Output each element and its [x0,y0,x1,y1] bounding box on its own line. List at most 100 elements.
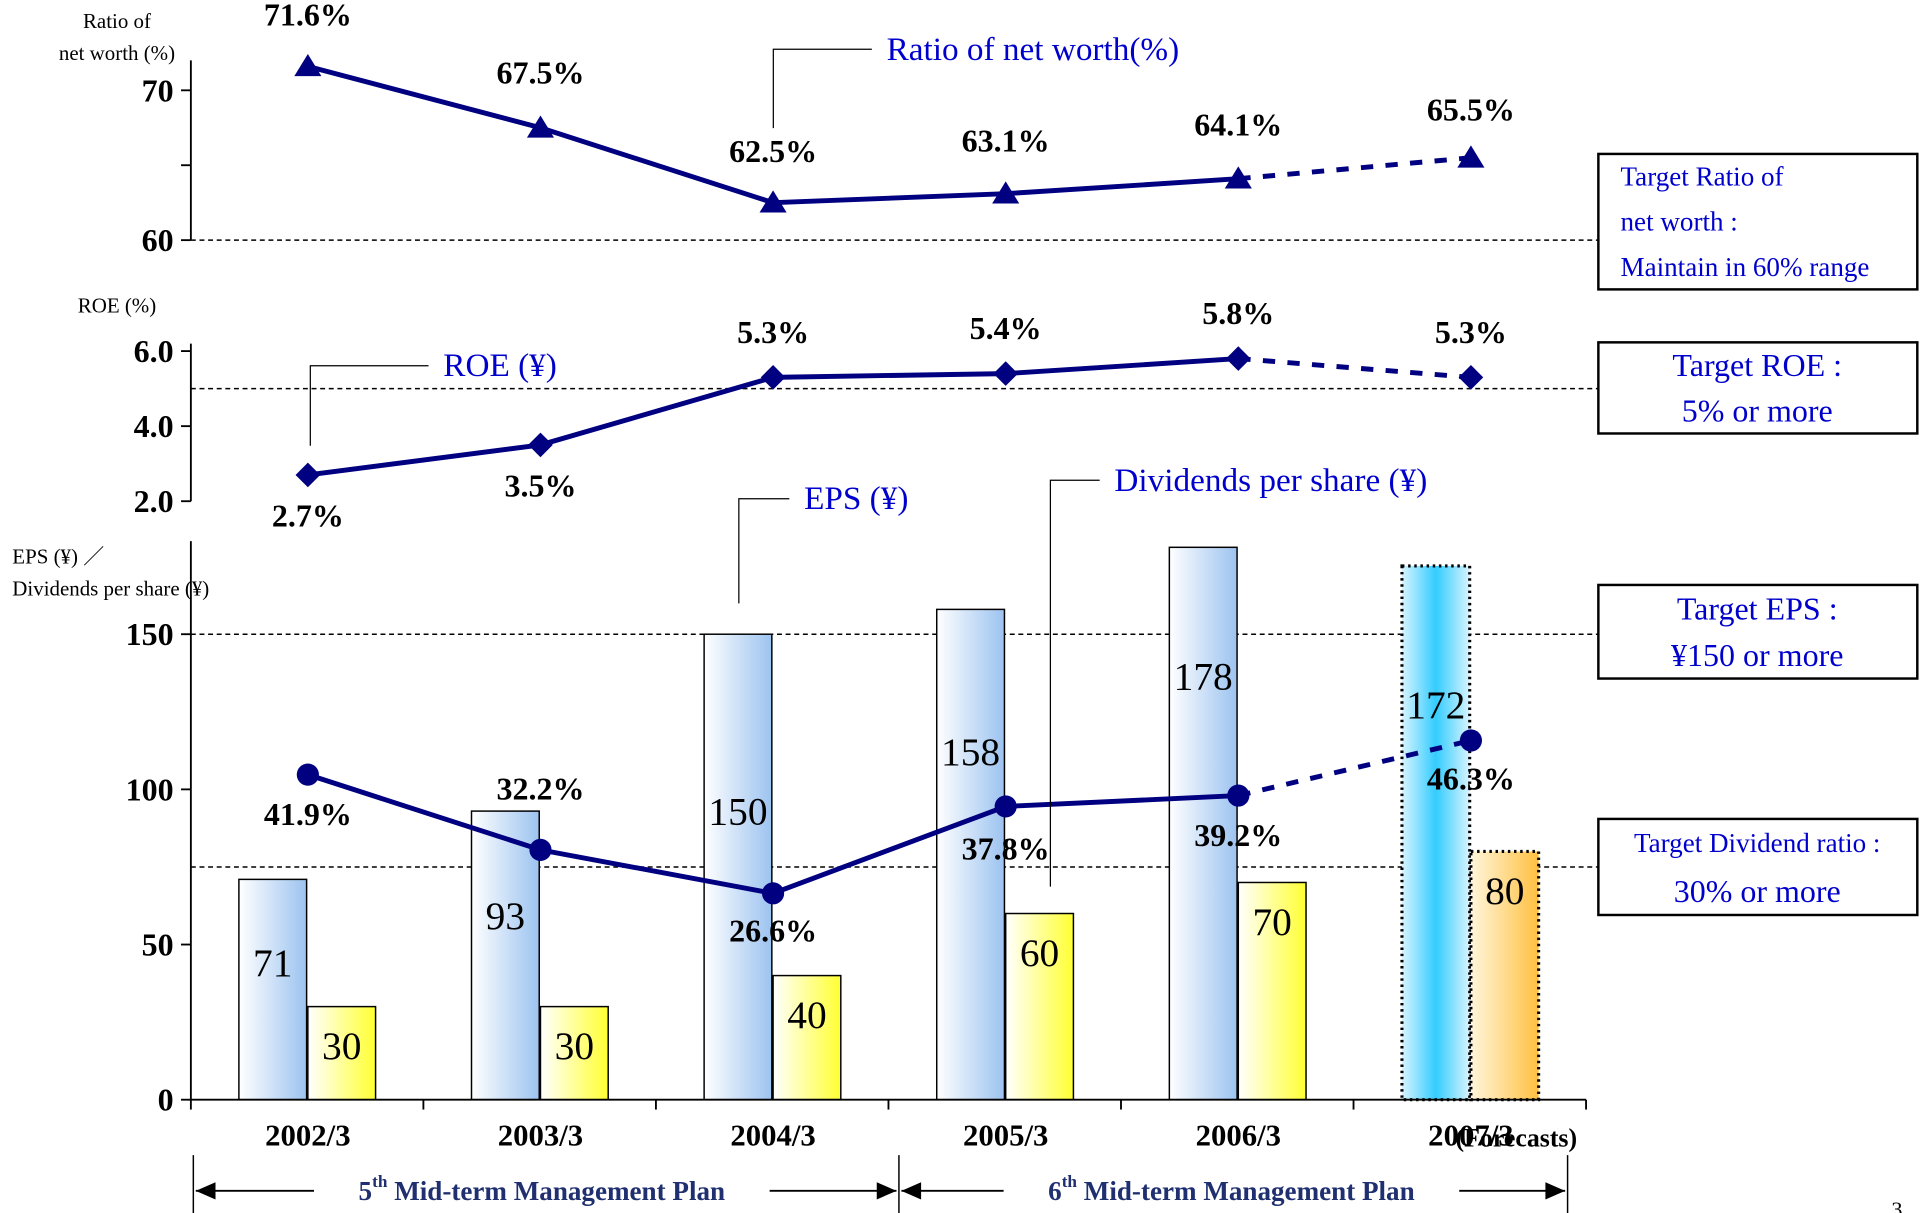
bar-label: 178 [1174,655,1233,699]
data-label: 5.3% [1435,314,1507,350]
bar [935,608,1006,1101]
y-tick-label: 50 [142,927,174,963]
bar [1469,849,1541,1102]
data-label: 65.5% [1427,92,1515,128]
bar-label: 60 [1020,931,1059,975]
data-label: 63.1% [962,123,1050,159]
series-callout: Dividends per share (¥) [1114,462,1427,499]
marker [526,115,555,138]
target-label: Maintain in 60% range [1621,252,1870,282]
x-tick-label: 2007/3 [1428,1118,1513,1152]
arrow-head [876,1182,897,1200]
data-label: 32.2% [496,770,584,806]
arrow-head [1545,1182,1566,1200]
data-label: 5.3% [737,314,809,350]
axis-title: Ratio of [83,9,151,33]
x-tick-label: 2006/3 [1196,1118,1281,1152]
bar-label: 93 [486,894,525,938]
forecast-line [1237,738,1472,798]
marker [1457,145,1485,168]
data-label: 41.9% [264,796,352,832]
marker [992,181,1020,204]
bar-label: 71 [253,941,292,985]
data-label: 2.7% [272,498,344,534]
marker [761,882,785,905]
bar [1004,912,1075,1101]
y-tick-label: 0 [158,1082,174,1118]
plan-label: 6th Mid-term Management Plan [1048,1171,1415,1205]
x-tick-label: 2002/3 [265,1118,350,1152]
leader-line [772,48,872,129]
axis-title: net worth (%) [59,41,175,65]
target-box [1597,152,1919,291]
marker [1458,365,1484,390]
target-label: Target EPS : [1677,590,1838,626]
y-tick-label: 100 [126,771,174,807]
target-label: Target Dividend ratio : [1634,828,1881,858]
arrow-head [901,1182,922,1200]
target-label: Target ROE : [1672,347,1842,383]
bar-label: 158 [941,730,1000,774]
y-tick-label: 6.0 [134,333,174,369]
leader-line [738,498,790,604]
marker [1224,166,1252,189]
bar [470,810,540,1101]
plan-label: 5th Mid-term Management Plan [359,1171,726,1205]
plan-text: Mid-term Management Plan [1077,1176,1415,1206]
bar [1168,546,1238,1101]
plan-number: 6 [1048,1176,1062,1206]
forecast-label: (Forecasts) [1456,1123,1578,1152]
marker [1227,784,1250,807]
marker [295,462,321,488]
plan-number: 5 [359,1176,373,1206]
data-label: 71.6% [264,0,352,33]
leader-line [1049,479,1100,887]
target-label: net worth : [1621,207,1738,237]
forecast-line [1238,356,1472,380]
series-callout: EPS (¥) [804,480,908,517]
data-label: 62.5% [729,133,817,169]
page-number: 3 [1891,1197,1902,1213]
data-label: 67.5% [496,54,584,90]
leader-line [309,365,429,446]
marker [529,838,552,861]
marker [760,365,786,390]
bar-label: 30 [555,1024,594,1068]
target-label: Target Ratio of [1621,162,1785,192]
bar-label: 30 [322,1024,361,1068]
bar [1400,564,1472,1102]
marker [993,361,1019,386]
marker [1459,729,1483,752]
axis-title: EPS (¥) ／ [12,545,104,569]
data-label: 26.6% [729,912,817,948]
target-box [1597,817,1919,917]
target-box [1597,341,1919,435]
x-tick-label: 2004/3 [730,1118,815,1152]
plan-text: Mid-term Management Plan [387,1176,725,1206]
plan-suffix: th [1062,1171,1078,1190]
bar-label: 80 [1485,869,1524,913]
y-tick-label: 60 [142,222,174,258]
x-tick-label: 2003/3 [498,1118,583,1152]
data-label: 5.8% [1202,295,1274,331]
y-tick-label: 70 [142,72,174,108]
marker [994,795,1017,818]
bar [307,1005,377,1101]
y-tick-label: 4.0 [134,408,174,444]
bar-label: 172 [1406,683,1465,727]
y-tick-label: 150 [126,616,174,652]
data-label: 3.5% [504,468,576,504]
data-label: 64.1% [1194,107,1282,143]
axis-title: Dividends per share (¥) [12,577,209,601]
target-label: ¥150 or more [1671,637,1843,673]
bar [238,878,308,1101]
marker [296,763,319,786]
series-callout: ROE (¥) [443,347,557,384]
x-tick-label: 2005/3 [963,1118,1048,1152]
line [307,772,1239,896]
marker [759,190,787,213]
data-label: 5.4% [970,310,1042,346]
arrow-head [195,1182,216,1200]
bar-label: 150 [708,790,767,834]
